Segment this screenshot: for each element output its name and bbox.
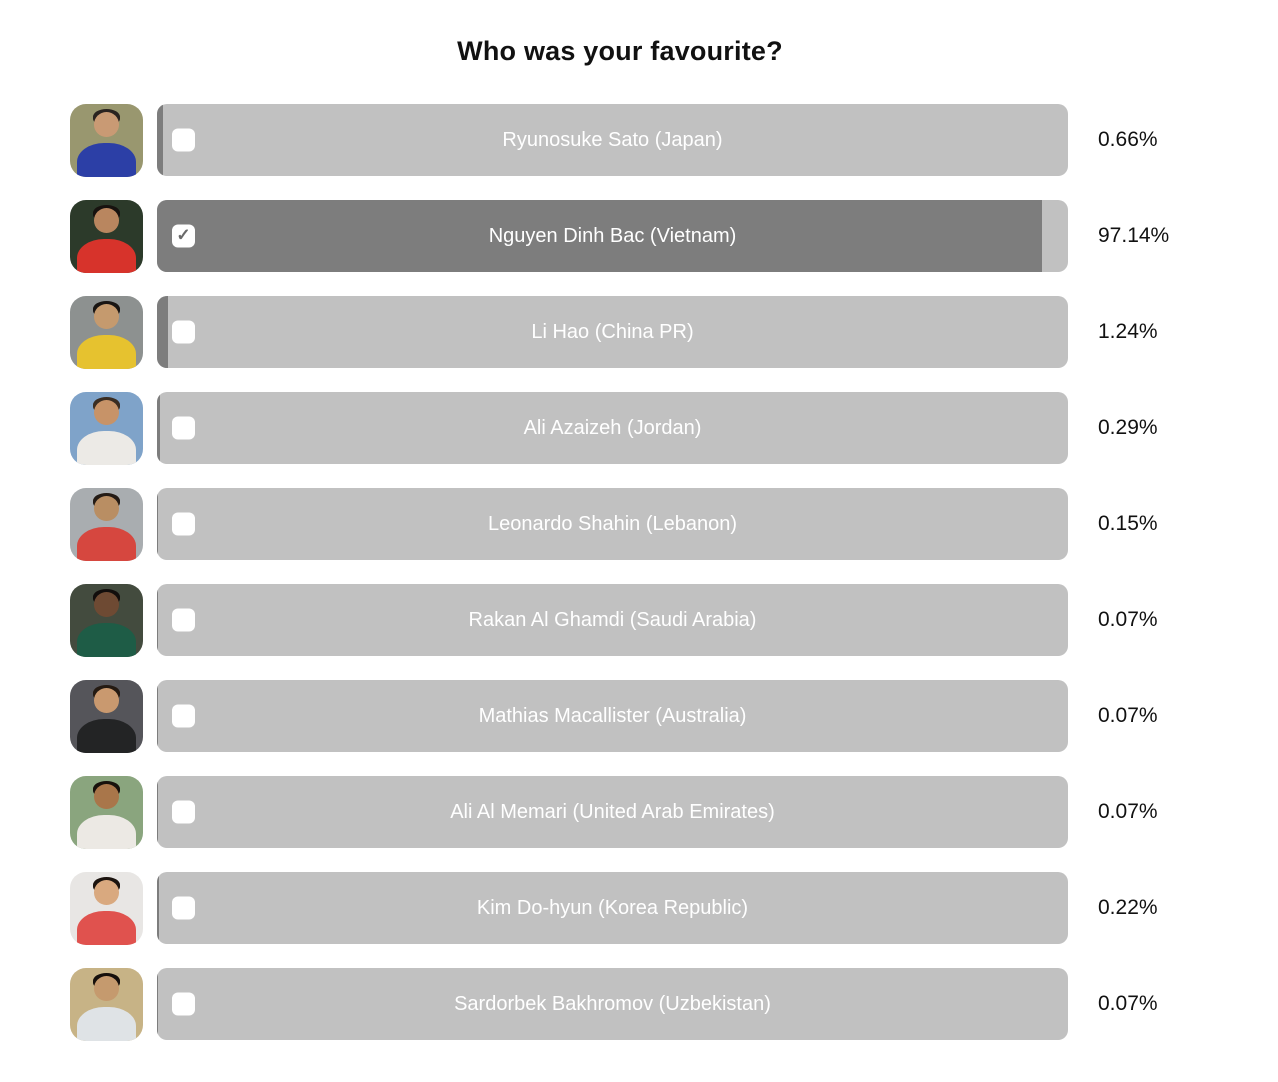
poll-option-bar[interactable] xyxy=(157,296,1068,368)
player-jersey-graphic xyxy=(76,718,137,753)
poll-option-row: Sardorbek Bakhromov (Uzbekistan) 0.07% xyxy=(70,967,1278,1041)
poll-option-row: Ali Azaizeh (Jordan) 0.29% xyxy=(70,391,1278,465)
player-head-graphic xyxy=(94,208,119,234)
poll-option-bar[interactable] xyxy=(157,104,1068,176)
poll-option-bar[interactable] xyxy=(157,680,1068,752)
poll-option-row: Rakan Al Ghamdi (Saudi Arabia) 0.07% xyxy=(70,583,1278,657)
poll-option-bar-fill xyxy=(157,680,158,752)
player-jersey-graphic xyxy=(76,238,137,273)
player-jersey-graphic xyxy=(76,526,137,561)
poll-option-percent: 0.22% xyxy=(1098,896,1158,919)
player-photo-player-red-jersey-lebanon xyxy=(70,487,143,561)
selected-checkbox[interactable] xyxy=(172,128,195,152)
player-head-graphic xyxy=(94,496,119,522)
poll-option-bar[interactable] xyxy=(157,392,1068,464)
poll-option-bar[interactable] xyxy=(157,200,1068,272)
poll-option-row: Ryunosuke Sato (Japan) 0.66% xyxy=(70,103,1278,177)
selected-checkbox[interactable] xyxy=(172,608,195,632)
player-photo-player-red-jersey-shush-korea xyxy=(70,871,143,945)
player-head-graphic xyxy=(94,112,119,138)
poll-question-title: Who was your favourite? xyxy=(457,36,783,66)
poll-option-percent: 0.07% xyxy=(1098,992,1158,1015)
player-photo-player-white-jersey-7-uzbekistan xyxy=(70,967,143,1041)
poll-option-row: ✓ Nguyen Dinh Bac (Vietnam) 97.14% xyxy=(70,199,1278,273)
poll-options-list: Ryunosuke Sato (Japan) 0.66% ✓ Nguyen Di… xyxy=(0,103,1278,1041)
selected-checkbox[interactable]: ✓ xyxy=(172,224,195,248)
poll-option-bar[interactable] xyxy=(157,488,1068,560)
selected-checkbox[interactable] xyxy=(172,992,195,1016)
player-head-graphic xyxy=(94,880,119,906)
poll-option-bar[interactable] xyxy=(157,968,1068,1040)
selected-checkbox[interactable] xyxy=(172,704,195,728)
player-head-graphic xyxy=(94,688,119,714)
poll-option-bar-wrap: Ryunosuke Sato (Japan) xyxy=(157,104,1068,176)
poll-option-bar-wrap: Mathias Macallister (Australia) xyxy=(157,680,1068,752)
poll-option-bar-wrap: ✓ Nguyen Dinh Bac (Vietnam) xyxy=(157,200,1068,272)
player-jersey-graphic xyxy=(76,814,137,849)
poll-option-percent: 1.24% xyxy=(1098,320,1158,343)
player-photo-player-green-jersey-saudi-arabia xyxy=(70,583,143,657)
poll-option-bar-fill xyxy=(157,584,158,656)
player-jersey-graphic xyxy=(76,1006,137,1041)
player-head-graphic xyxy=(94,784,119,810)
player-photo-player-white-jersey-uae xyxy=(70,775,143,849)
poll-option-bar-wrap: Ali Al Memari (United Arab Emirates) xyxy=(157,776,1068,848)
poll-option-row: Kim Do-hyun (Korea Republic) 0.22% xyxy=(70,871,1278,945)
poll-option-bar-fill xyxy=(157,104,163,176)
selected-checkbox[interactable] xyxy=(172,800,195,824)
poll-option-bar-wrap: Leonardo Shahin (Lebanon) xyxy=(157,488,1068,560)
poll-option-bar-wrap: Kim Do-hyun (Korea Republic) xyxy=(157,872,1068,944)
poll-option-bar-fill xyxy=(157,776,158,848)
selected-checkbox[interactable] xyxy=(172,512,195,536)
poll-option-percent: 0.07% xyxy=(1098,800,1158,823)
poll-option-bar-fill xyxy=(157,200,1042,272)
poll-option-bar-fill xyxy=(157,968,158,1040)
poll-option-bar[interactable] xyxy=(157,872,1068,944)
poll-option-bar[interactable] xyxy=(157,776,1068,848)
poll-option-bar-wrap: Ali Azaizeh (Jordan) xyxy=(157,392,1068,464)
player-head-graphic xyxy=(94,304,119,330)
player-head-graphic xyxy=(94,592,119,618)
poll-option-percent: 0.66% xyxy=(1098,128,1158,151)
checkmark-icon: ✓ xyxy=(176,225,191,245)
poll-option-percent: 0.07% xyxy=(1098,704,1158,727)
player-photo-player-white-jersey-23-jordan xyxy=(70,391,143,465)
player-photo-goalkeeper-yellow-jersey-16-china xyxy=(70,295,143,369)
poll-option-row: Mathias Macallister (Australia) 0.07% xyxy=(70,679,1278,753)
poll-option-bar-wrap: Li Hao (China PR) xyxy=(157,296,1068,368)
player-head-graphic xyxy=(94,976,119,1002)
poll-option-percent: 97.14% xyxy=(1098,224,1170,247)
player-photo-player-blue-jersey-10-japan xyxy=(70,103,143,177)
poll-option-bar-fill xyxy=(157,392,160,464)
poll-option-bar-fill xyxy=(157,296,169,368)
player-jersey-graphic xyxy=(76,622,137,657)
poll-option-bar-fill xyxy=(157,872,159,944)
player-jersey-graphic xyxy=(76,334,137,369)
player-jersey-graphic xyxy=(76,430,137,465)
poll-option-bar[interactable] xyxy=(157,584,1068,656)
player-photo-player-black-polo-press-backdrop-australia xyxy=(70,679,143,753)
poll-option-percent: 0.15% xyxy=(1098,512,1158,535)
poll-option-row: Li Hao (China PR) 1.24% xyxy=(70,295,1278,369)
player-jersey-graphic xyxy=(76,910,137,945)
selected-checkbox[interactable] xyxy=(172,320,195,344)
player-jersey-graphic xyxy=(76,142,137,177)
poll-option-bar-fill xyxy=(157,488,159,560)
selected-checkbox[interactable] xyxy=(172,896,195,920)
poll-option-row: Leonardo Shahin (Lebanon) 0.15% xyxy=(70,487,1278,561)
poll-option-percent: 0.07% xyxy=(1098,608,1158,631)
poll-option-percent: 0.29% xyxy=(1098,416,1158,439)
poll-option-row: Ali Al Memari (United Arab Emirates) 0.0… xyxy=(70,775,1278,849)
selected-checkbox[interactable] xyxy=(172,416,195,440)
poll-option-bar-wrap: Rakan Al Ghamdi (Saudi Arabia) xyxy=(157,584,1068,656)
player-head-graphic xyxy=(94,400,119,426)
poll-option-bar-wrap: Sardorbek Bakhromov (Uzbekistan) xyxy=(157,968,1068,1040)
player-photo-player-red-jersey-7-vietnam xyxy=(70,199,143,273)
